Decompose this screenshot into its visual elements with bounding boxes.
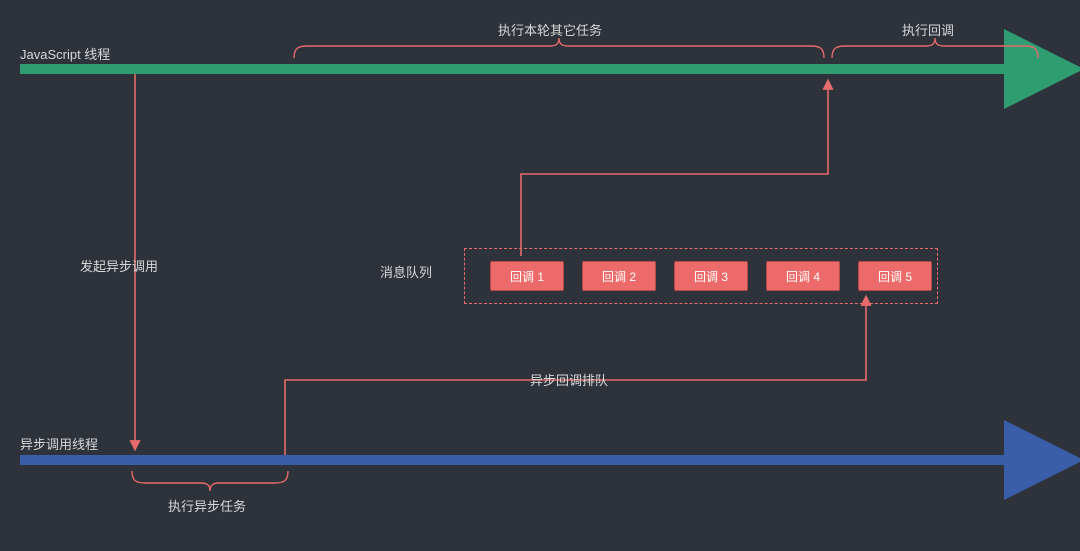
label-exec-callback: 执行回调 [902,20,954,39]
queue-label: 消息队列 [380,262,432,281]
callback-item: 回调 2 [582,261,656,291]
brace-exec-async [132,471,288,491]
label-exec-async: 执行异步任务 [168,496,246,515]
brace-other-tasks [294,38,824,58]
connector-dequeue-to-js [521,82,828,256]
callback-item: 回调 3 [674,261,748,291]
brace-exec-callback [832,38,1038,58]
label-other-tasks: 执行本轮其它任务 [498,20,602,39]
label-queue-callback: 异步回调排队 [530,370,608,389]
js-thread-label: JavaScript 线程 [20,44,110,63]
label-initiate-async: 发起异步调用 [80,256,158,275]
callback-item: 回调 5 [858,261,932,291]
async-thread-label: 异步调用线程 [20,434,98,453]
callback-item: 回调 1 [490,261,564,291]
callback-item: 回调 4 [766,261,840,291]
